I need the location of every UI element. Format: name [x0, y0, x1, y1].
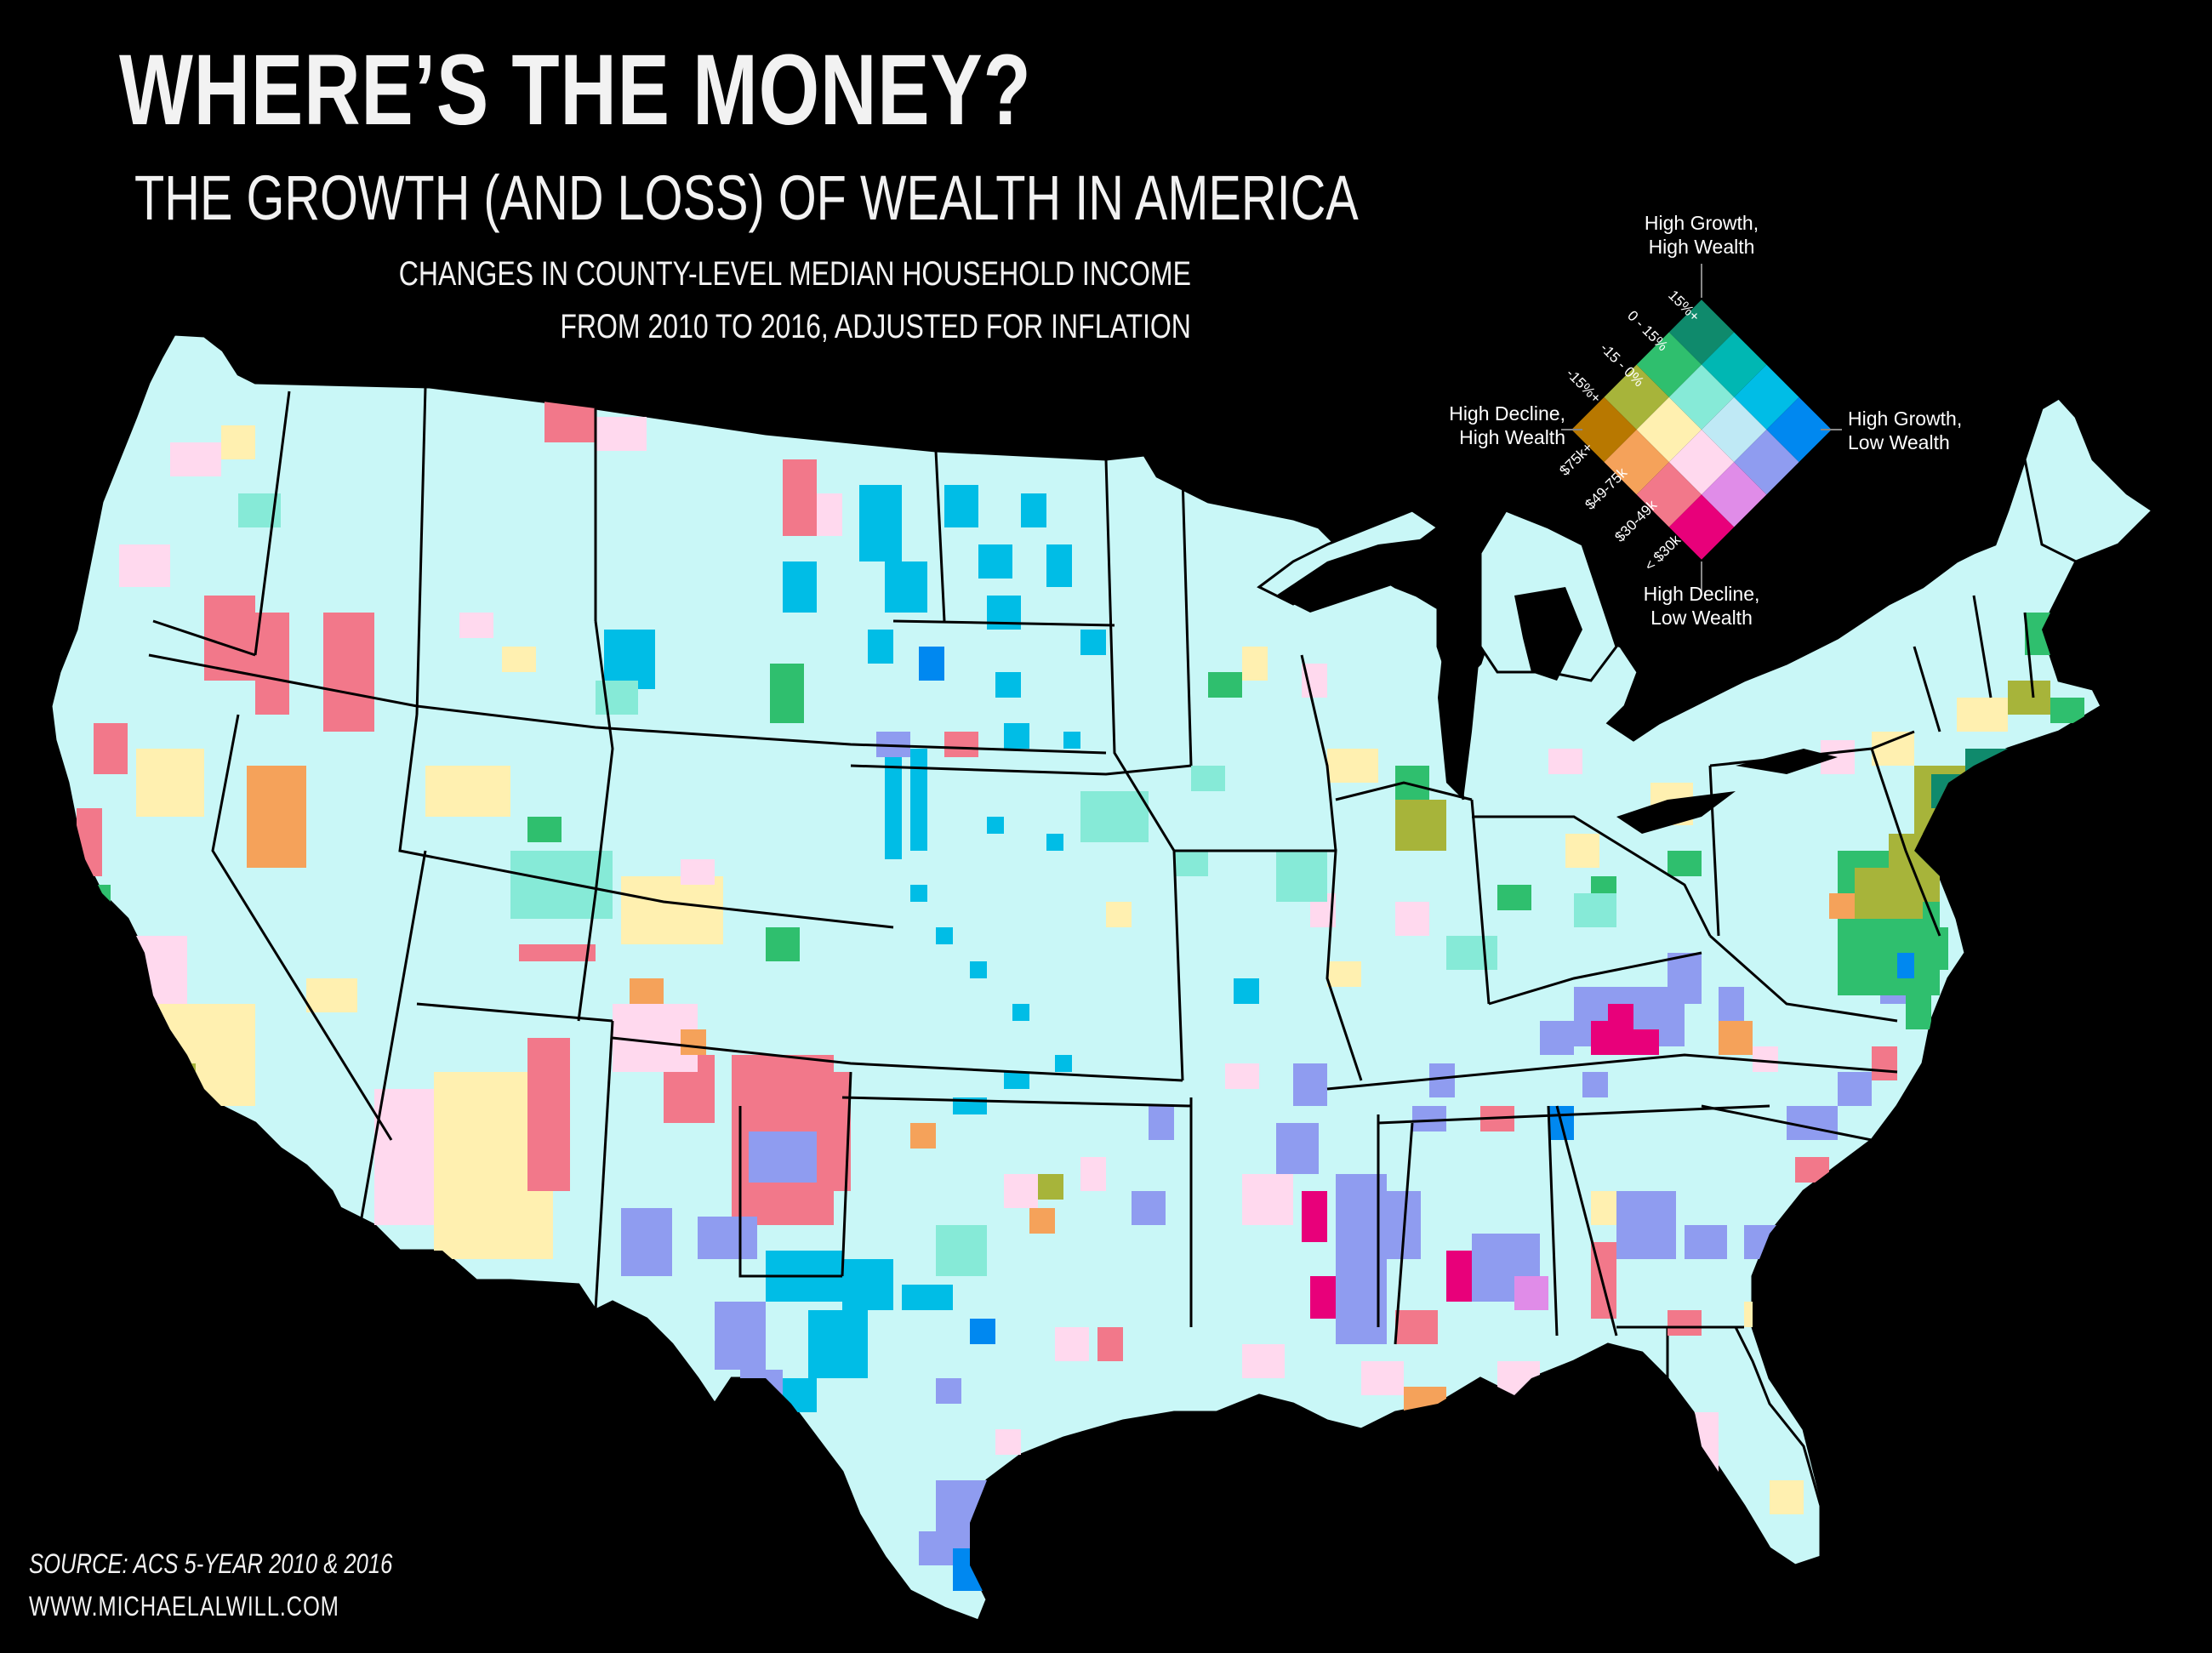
legend-cell	[1636, 462, 1702, 527]
legend-top-label: High Growth, High Wealth	[1644, 212, 1759, 258]
legend-cell	[1702, 396, 1767, 463]
legend: 15%+ 0 - 15% -15 - 0% -15%+ $75k+ $49-75…	[1556, 264, 1842, 596]
growth-tick-4: -15%+	[1563, 365, 1605, 407]
legend-cell	[1636, 396, 1702, 463]
legend-cell	[1702, 332, 1767, 397]
state-borders	[148, 386, 2035, 1345]
wealth-tick-4: < $30k	[1641, 532, 1684, 574]
legend-cell	[1766, 396, 1832, 463]
legend-bottom-label: High Decline, Low Wealth	[1643, 583, 1760, 629]
great-lakes	[1276, 536, 1838, 834]
description-line-2: FROM 2010 TO 2016, ADJUSTED FOR INFLATIO…	[560, 308, 1191, 345]
source-note: SOURCE: ACS 5-YEAR 2010 & 2016	[29, 1548, 393, 1579]
legend-right-label: High Growth, Low Wealth	[1848, 408, 1963, 453]
county-patches	[77, 400, 2084, 1591]
page-subtitle: THE GROWTH (AND LOSS) OF WEALTH IN AMERI…	[134, 162, 1359, 233]
page-title: WHERE’S THE MONEY?	[119, 34, 1032, 146]
wealth-tick-3: $30-49k	[1611, 497, 1660, 545]
wealth-tick-2: $49-75k	[1582, 465, 1630, 513]
land-base	[49, 333, 2155, 1622]
website-credit: WWW.MICHAELALWILL.COM	[29, 1591, 339, 1622]
description-line-1: CHANGES IN COUNTY-LEVEL MEDIAN HOUSEHOLD…	[398, 255, 1191, 293]
legend-cell	[1702, 462, 1767, 527]
growth-tick-2: 0 - 15%	[1624, 307, 1671, 354]
legend-left-label: High Decline, High Wealth	[1449, 402, 1565, 448]
